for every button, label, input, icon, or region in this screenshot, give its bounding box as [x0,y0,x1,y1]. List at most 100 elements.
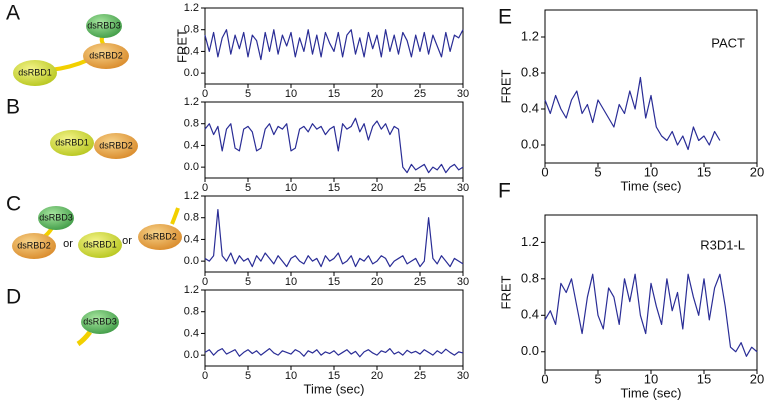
trace [204,29,464,61]
domain-label: dsRBD3 [83,316,117,326]
x-tick-label: 10 [285,370,297,382]
x-tick-label: 15 [697,164,711,179]
y-tick-label: 0.0 [184,349,199,361]
y-tick-label: 0.0 [521,136,539,151]
y-tick-label: 0.0 [184,67,199,79]
domain-label: dsRBD1 [18,67,52,77]
x-tick-label: 5 [594,371,601,386]
x-tick-label: 10 [644,164,658,179]
trace [544,273,758,357]
x-axis-label: Time (sec) [621,385,682,400]
y-tick-label: 1.2 [521,28,539,43]
panel-label: F [498,180,511,203]
x-tick-label: 5 [245,88,251,100]
x-tick-label: 20 [371,370,383,382]
domain [138,224,182,250]
x-tick-label: 0 [202,182,208,194]
x-tick-label: 30 [457,370,469,382]
y-tick-label: 1.2 [184,190,199,202]
or-label: or [63,238,73,250]
or-label: or [122,235,132,247]
trace [204,117,464,174]
domain [38,206,74,230]
cartoons [12,14,182,347]
x-tick-label: 0 [202,370,208,382]
domain-label: dsRBD1 [55,137,89,147]
x-tick-label: 5 [245,276,251,288]
plot-frame [204,101,464,179]
y-tick-label: 0.0 [184,161,199,173]
x-tick-label: 15 [697,371,711,386]
x-tick-label: 10 [285,182,297,194]
y-axis-label: FRET [498,69,513,103]
y-tick-label: 0.4 [184,327,199,339]
domain [94,133,138,159]
y-tick-label: 0.8 [184,118,199,130]
domain [50,130,94,156]
x-axis-label: Time (sec) [304,381,365,396]
domain [81,310,119,334]
x-tick-label: 20 [371,276,383,288]
linker [49,58,89,72]
linker [170,207,180,225]
domain [86,14,122,38]
y-tick-label: 0.4 [184,139,199,151]
x-tick-label: 25 [414,276,426,288]
x-tick-label: 0 [202,276,208,288]
x-tick-label: 20 [750,371,764,386]
domain-label: dsRBD1 [83,239,117,249]
plot-frame [544,9,758,164]
trace [544,76,721,151]
plot-frame [204,289,464,367]
x-tick-label: 5 [245,182,251,194]
domain [78,232,122,258]
y-tick-label: 0.0 [184,255,199,267]
trace [204,208,464,268]
domain-label: dsRBD2 [17,240,51,250]
x-tick-label: 15 [328,276,340,288]
panel-label: B [6,96,20,119]
domain-label: dsRBD3 [87,20,121,30]
x-tick-label: 20 [371,182,383,194]
panel-label: A [6,2,20,25]
x-tick-label: 25 [414,182,426,194]
y-axis-label: FRET [498,275,513,309]
plot-frame [204,7,464,85]
x-tick-label: 25 [414,370,426,382]
x-axis-label: Time (sec) [621,178,682,193]
domain-label: dsRBD2 [99,140,133,150]
x-tick-label: 10 [644,371,658,386]
domain-label: dsRBD2 [143,231,177,241]
x-tick-label: 5 [594,164,601,179]
y-tick-label: 0.8 [521,64,539,79]
x-tick-label: 20 [371,88,383,100]
x-tick-label: 5 [245,370,251,382]
inset-label: R3D1-L [700,237,745,252]
x-tick-label: 30 [457,276,469,288]
x-tick-label: 15 [328,182,340,194]
linker [76,330,92,347]
cartoon-labels: dsRBD1 dsRBD2 dsRBD3 dsRBD1 dsRBD2 dsRBD… [17,20,177,326]
trace [204,348,464,358]
x-tick-label: 15 [328,370,340,382]
y-tick-label: 1.2 [521,234,539,249]
x-tick-label: 10 [285,88,297,100]
y-tick-label: 1.2 [184,284,199,296]
panel-label: D [6,286,21,309]
y-tick-label: 0.4 [521,307,539,322]
y-tick-label: 0.4 [521,100,539,115]
y-tick-label: 0.8 [184,306,199,318]
panel-label: C [6,193,21,216]
y-tick-label: 1.2 [184,2,199,14]
x-tick-label: 30 [457,88,469,100]
domain-label: dsRBD3 [39,212,73,222]
domain [13,60,57,86]
y-tick-label: 0.4 [184,233,199,245]
y-tick-label: 0.8 [521,270,539,285]
x-tick-label: 30 [457,182,469,194]
y-tick-label: 0.0 [521,343,539,358]
domain [83,43,129,69]
x-tick-label: 0 [541,164,548,179]
x-tick-label: 15 [328,88,340,100]
